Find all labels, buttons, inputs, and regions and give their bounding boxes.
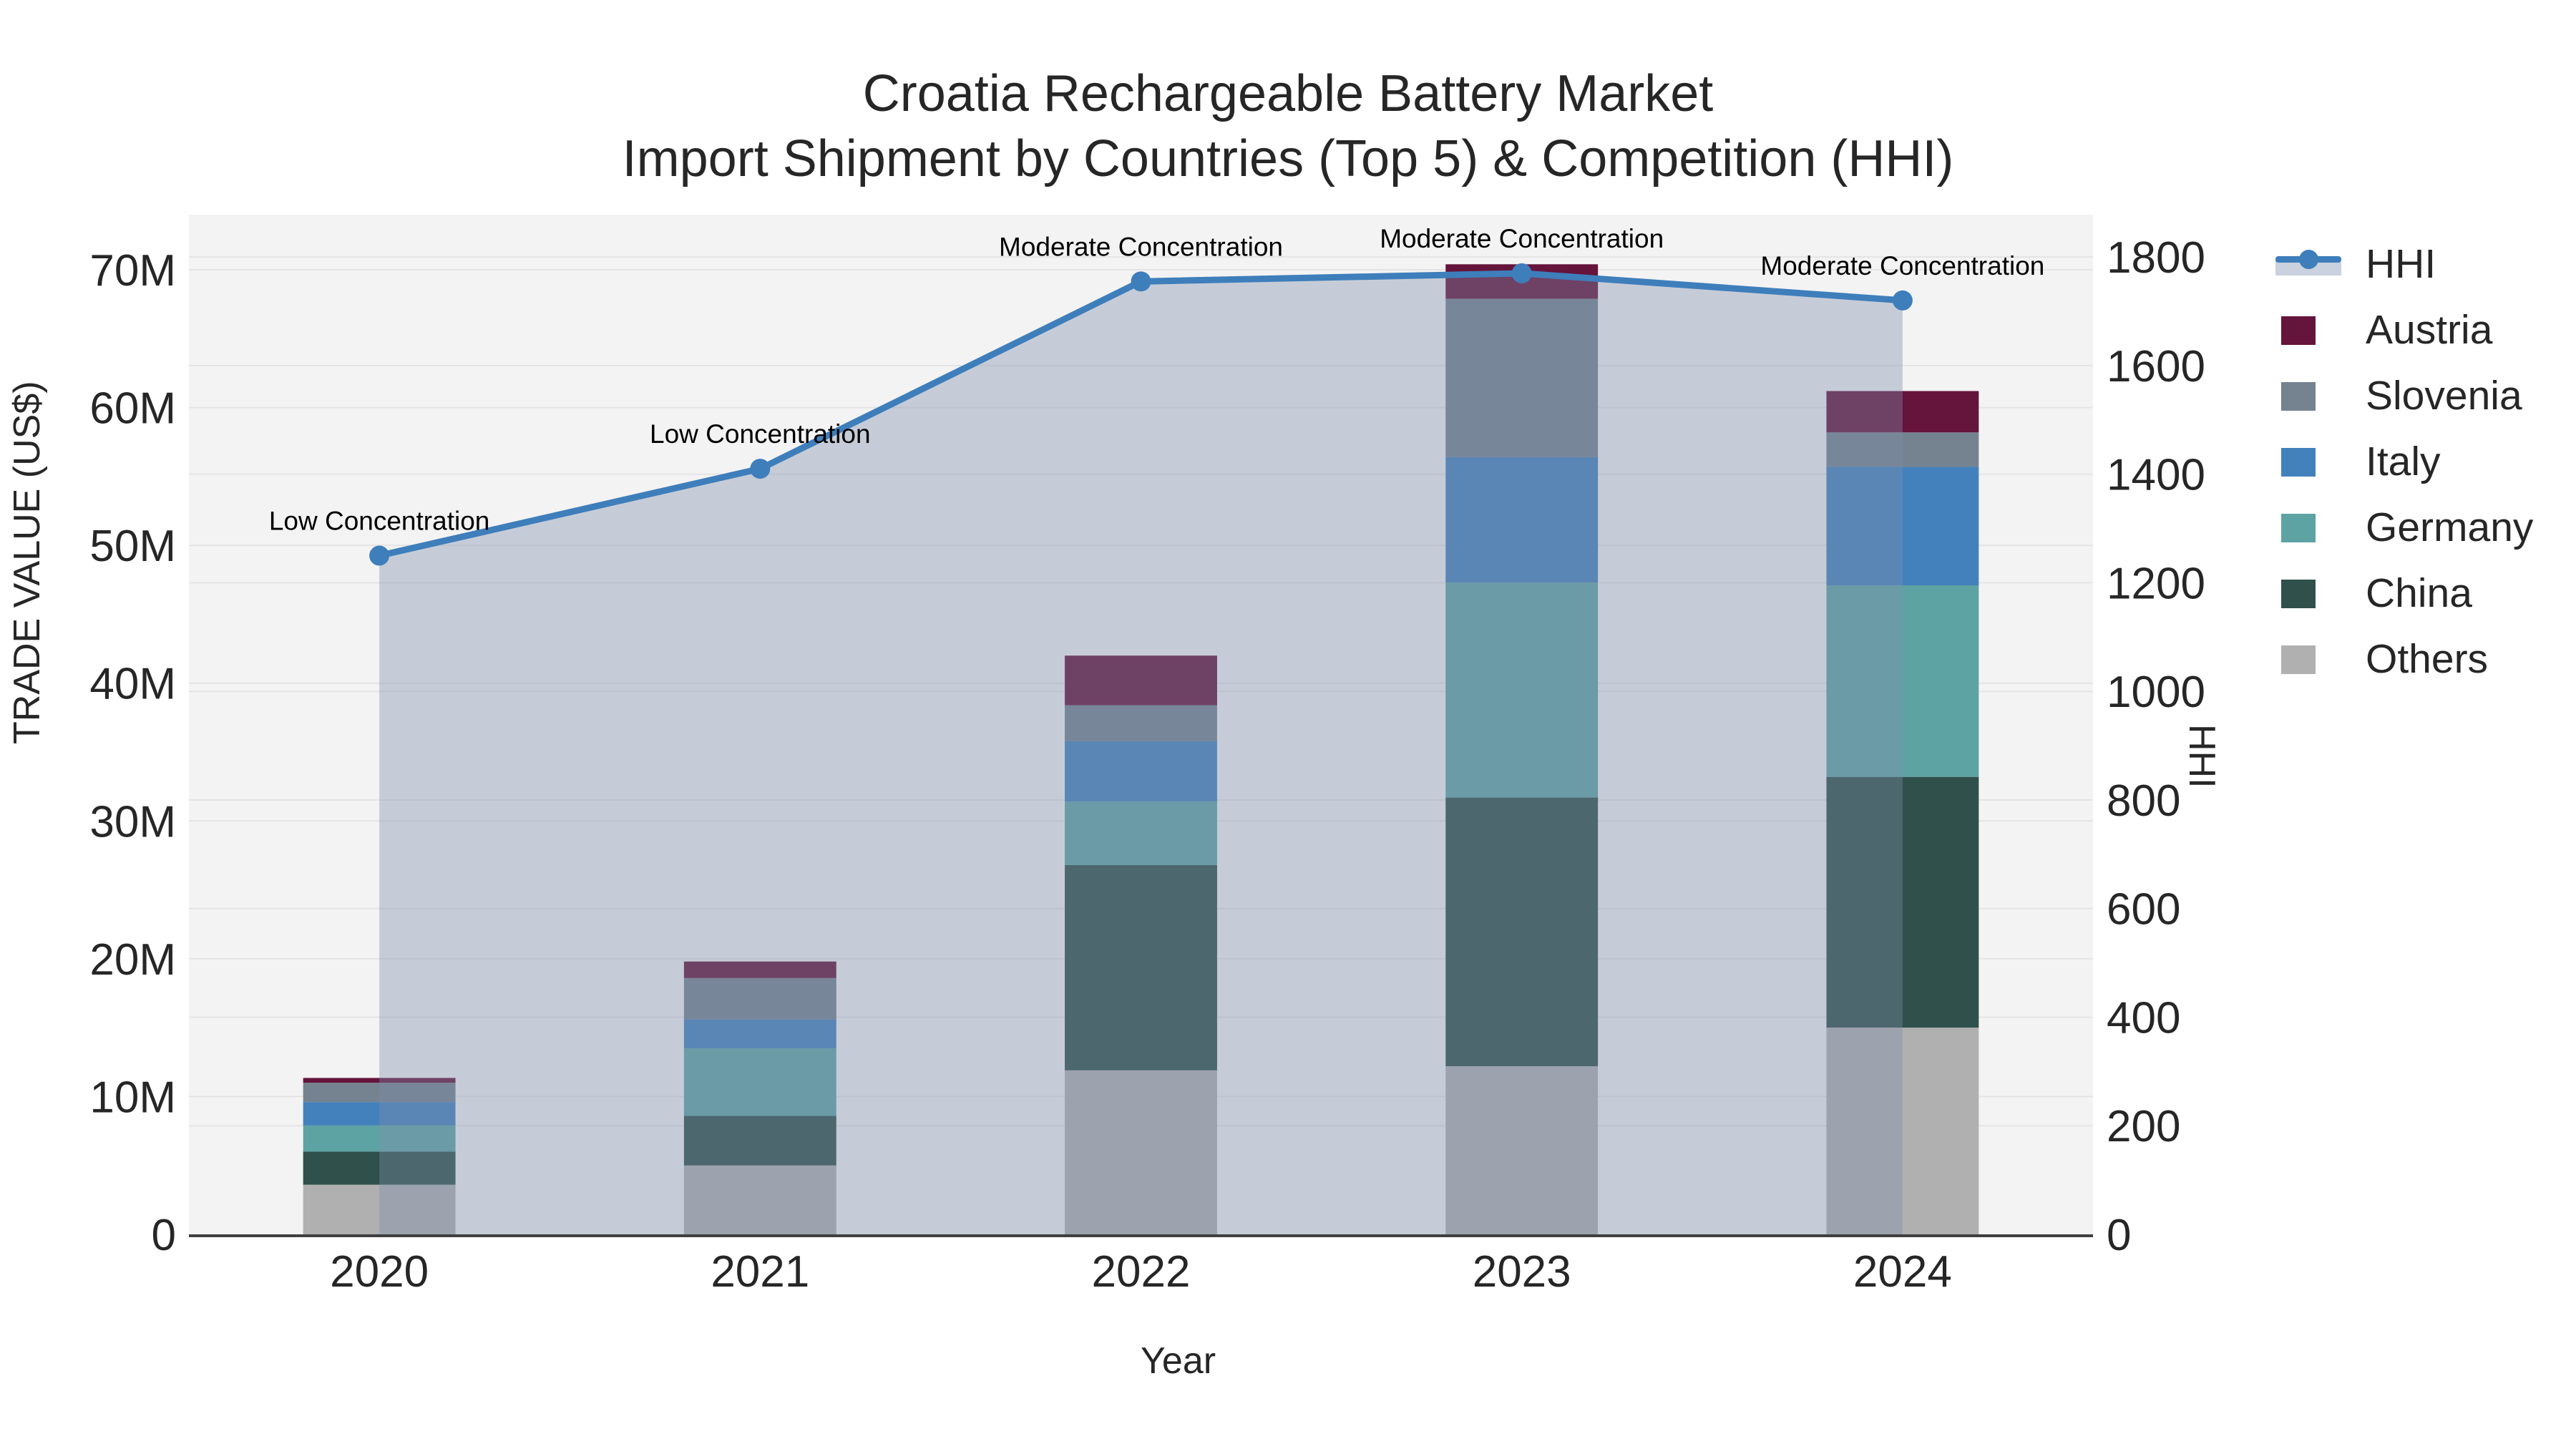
bar-segment-germany-2022[interactable]: [1065, 801, 1217, 865]
y2-tick-label: 400: [2107, 993, 2180, 1043]
legend-item-italy[interactable]: Italy: [2275, 429, 2533, 494]
legend-label-hhi: HHI: [2366, 241, 2436, 287]
y-tick-label: 10M: [89, 1073, 176, 1122]
legend-swatch-austria: [2275, 314, 2341, 346]
y2-tick-label: 800: [2107, 776, 2180, 826]
bar-segment-austria-2022[interactable]: [1065, 655, 1217, 706]
legend: HHI Austria Slovenia Italy Germany China Other…: [2275, 231, 2533, 692]
y-tick-label: 60M: [89, 384, 176, 434]
hhi-marker-2020[interactable]: [369, 545, 390, 566]
x-tick-label-2024: 2024: [1853, 1247, 1952, 1297]
bar-segment-others-2023[interactable]: [1445, 1066, 1599, 1234]
legend-item-slovenia[interactable]: Slovenia: [2275, 363, 2533, 429]
bar-segment-slovenia-2020[interactable]: [303, 1083, 456, 1103]
legend-item-others[interactable]: Others: [2275, 626, 2533, 692]
legend-label-others: Others: [2366, 636, 2489, 682]
color-swatch: [2281, 382, 2316, 411]
hhi-area-fill: [379, 273, 1903, 1235]
legend-item-germany[interactable]: Germany: [2275, 494, 2533, 560]
bar-segment-italy-2024[interactable]: [1826, 467, 1979, 586]
bar-segment-germany-2021[interactable]: [683, 1048, 836, 1116]
legend-label-germany: Germany: [2366, 504, 2534, 550]
chart-title-line2: Import Shipment by Countries (Top 5) & C…: [622, 130, 1954, 187]
chart-title: Croatia Rechargeable Battery Market Impo…: [0, 62, 2576, 192]
hhi-marker-2021[interactable]: [750, 459, 771, 479]
bar-segment-germany-2024[interactable]: [1826, 585, 1979, 777]
bar-segment-germany-2023[interactable]: [1445, 582, 1599, 798]
bar-segment-others-2022[interactable]: [1065, 1070, 1217, 1234]
legend-item-hhi[interactable]: HHI: [2275, 231, 2533, 297]
y-tick-label: 70M: [89, 246, 176, 296]
legend-swatch-others: [2275, 643, 2341, 675]
y2-tick-label: 1600: [2107, 342, 2205, 391]
bar-segment-slovenia-2023[interactable]: [1445, 298, 1599, 457]
bar-segment-austria-2021[interactable]: [683, 961, 836, 978]
annotation-2020: Low Concentration: [269, 507, 490, 536]
bar-segment-china-2021[interactable]: [683, 1116, 836, 1166]
bar-segment-slovenia-2024[interactable]: [1826, 432, 1979, 467]
annotation-2021: Low Concentration: [650, 419, 871, 449]
color-swatch: [2281, 580, 2316, 608]
y2-tick-label: 0: [2107, 1211, 2131, 1260]
legend-swatch-slovenia: [2275, 380, 2341, 411]
bar-segment-china-2022[interactable]: [1065, 864, 1217, 1070]
hhi-marker-2022[interactable]: [1131, 271, 1151, 292]
bar-segment-italy-2023[interactable]: [1445, 457, 1599, 583]
annotation-2022: Moderate Concentration: [999, 232, 1283, 261]
chart-title-line1: Croatia Rechargeable Battery Market: [862, 65, 1714, 122]
color-swatch: [2281, 316, 2316, 345]
y-tick-label: 20M: [89, 935, 176, 985]
legend-swatch-china: [2275, 577, 2341, 609]
legend-label-china: China: [2366, 570, 2472, 616]
bar-segment-china-2024[interactable]: [1826, 776, 1979, 1028]
bar-segment-slovenia-2022[interactable]: [1065, 705, 1217, 741]
x-tick-label-2022: 2022: [1092, 1247, 1191, 1297]
x-tick-label-2023: 2023: [1473, 1247, 1571, 1297]
y-tick-label: 30M: [89, 797, 176, 847]
y2-tick-label: 1200: [2107, 559, 2205, 608]
legend-swatch-germany: [2275, 512, 2341, 543]
color-swatch: [2281, 448, 2316, 477]
bar-segment-others-2020[interactable]: [303, 1184, 456, 1234]
bar-segment-china-2023[interactable]: [1445, 797, 1599, 1067]
annotation-2023: Moderate Concentration: [1380, 224, 1664, 253]
annotation-2024: Moderate Concentration: [1760, 251, 2044, 280]
hhi-marker-2023[interactable]: [1511, 263, 1532, 283]
legend-label-austria: Austria: [2366, 307, 2493, 353]
bar-segment-others-2021[interactable]: [683, 1165, 836, 1234]
x-tick-label-2021: 2021: [711, 1247, 809, 1297]
bar-segment-italy-2021[interactable]: [683, 1019, 836, 1049]
y2-tick-label: 1800: [2107, 233, 2205, 283]
y2-tick-label: 1000: [2107, 668, 2205, 717]
bar-segment-china-2020[interactable]: [303, 1151, 456, 1185]
bar-segment-italy-2022[interactable]: [1065, 741, 1217, 802]
legend-item-austria[interactable]: Austria: [2275, 297, 2533, 363]
hhi-marker-2024[interactable]: [1892, 290, 1913, 311]
bar-segment-austria-2024[interactable]: [1826, 391, 1979, 433]
y2-tick-label: 600: [2107, 885, 2180, 935]
y-tick-label: 0: [152, 1211, 176, 1260]
y2-tick-label: 1400: [2107, 451, 2205, 500]
legend-swatch-italy: [2275, 446, 2341, 477]
y-tick-label: 40M: [89, 660, 176, 709]
legend-item-china[interactable]: China: [2275, 560, 2533, 626]
color-swatch: [2281, 645, 2316, 674]
bar-segment-germany-2020[interactable]: [303, 1125, 456, 1152]
y2-tick-label: 200: [2107, 1102, 2180, 1151]
bar-segment-austria-2020[interactable]: [303, 1078, 456, 1083]
y-tick-label: 50M: [89, 522, 176, 571]
bar-segment-slovenia-2021[interactable]: [683, 977, 836, 1020]
legend-label-italy: Italy: [2366, 439, 2441, 484]
hhi-marker-sample: [2299, 250, 2318, 269]
bar-segment-others-2024[interactable]: [1826, 1028, 1979, 1234]
color-swatch: [2281, 514, 2316, 542]
hhi-line-legend-icon: [2275, 248, 2341, 280]
bar-segment-italy-2020[interactable]: [303, 1102, 456, 1126]
x-tick-label-2020: 2020: [330, 1247, 429, 1297]
legend-label-slovenia: Slovenia: [2366, 373, 2522, 419]
